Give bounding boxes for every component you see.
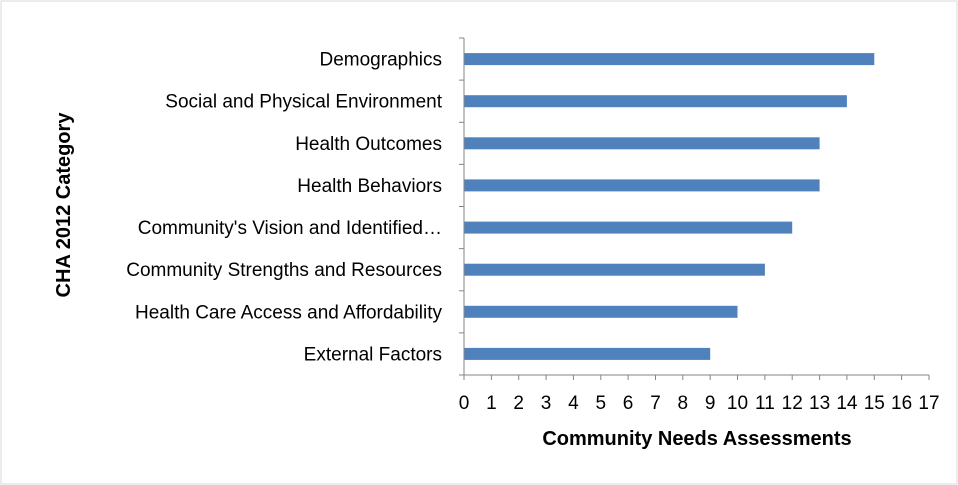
x-tick-label: 2 <box>513 393 524 414</box>
x-tick-label: 9 <box>705 393 716 414</box>
category-label: External Factors <box>304 344 442 365</box>
y-axis-title: CHA 2012 Category <box>53 112 75 298</box>
x-tick-label: 0 <box>459 393 470 414</box>
category-label: Health Behaviors <box>297 176 442 197</box>
bar-0 <box>464 53 875 66</box>
x-tick-label: 16 <box>891 393 912 414</box>
labels-layer: Demographics Social and Physical Environm… <box>126 50 939 414</box>
category-label: Community Strengths and Resources <box>126 260 442 281</box>
bar-7 <box>464 347 711 360</box>
x-tick-label: 8 <box>678 393 689 414</box>
bar-4 <box>464 221 793 234</box>
x-tick-label: 11 <box>755 393 775 414</box>
category-label: Demographics <box>320 50 443 71</box>
x-tick-label: 4 <box>568 393 579 414</box>
x-tick-label: 3 <box>541 393 552 414</box>
x-tick-label: 17 <box>918 393 939 414</box>
x-tick-label: 1 <box>486 393 497 414</box>
x-tick-label: 13 <box>809 393 830 414</box>
category-label: Health Care Access and Affordability <box>135 302 442 323</box>
axes-layer <box>459 37 930 380</box>
bar-1 <box>464 95 847 108</box>
bar-5 <box>464 263 765 276</box>
x-tick-label: 15 <box>864 393 885 414</box>
x-tick-label: 5 <box>596 393 607 414</box>
bar-3 <box>464 179 820 192</box>
x-tick-label: 6 <box>623 393 634 414</box>
x-tick-label: 10 <box>727 393 748 414</box>
x-axis-title: Community Needs Assessments <box>542 428 851 450</box>
category-label: Social and Physical Environment <box>165 92 442 113</box>
bar-6 <box>464 305 738 318</box>
category-label: Health Outcomes <box>295 134 442 155</box>
x-tick-label: 14 <box>836 393 858 414</box>
category-label: Community's Vision and Identified… <box>138 218 442 239</box>
bar-2 <box>464 137 820 150</box>
x-tick-label: 12 <box>782 393 803 414</box>
bars-layer <box>464 53 875 360</box>
x-tick-label: 7 <box>650 393 661 414</box>
